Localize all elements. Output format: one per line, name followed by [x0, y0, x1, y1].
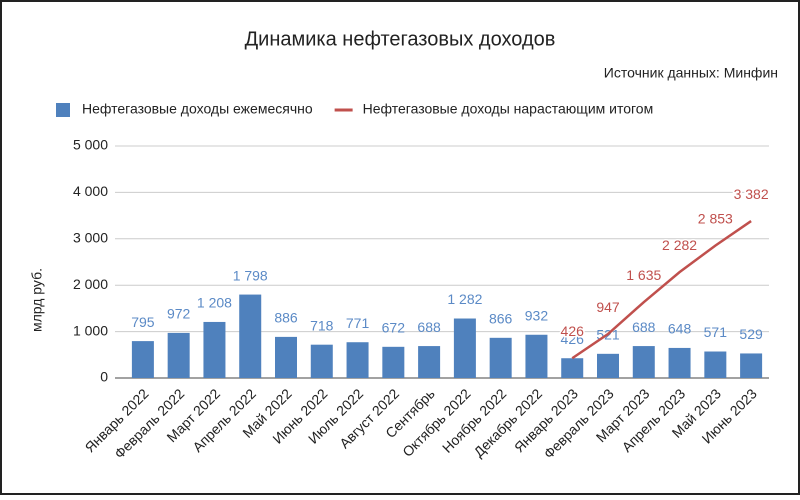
legend-swatch	[56, 103, 70, 117]
source: Источник данных: Минфин	[604, 65, 778, 81]
bar-value-label: 571	[704, 324, 728, 340]
bar-value-label: 688	[632, 319, 656, 335]
y-axis-label: млрд руб.	[29, 268, 45, 332]
bar-value-label: 795	[131, 314, 155, 330]
bar	[489, 337, 512, 378]
line	[571, 220, 752, 360]
legend-label: Нефтегазовые доходы нарастающим итогом	[363, 101, 654, 117]
bar	[239, 294, 262, 378]
y-tick-label: 1 000	[73, 322, 108, 338]
bar-value-label: 1 208	[197, 295, 232, 311]
bar-value-label: 1 798	[233, 267, 268, 283]
bar	[346, 342, 369, 378]
bar-value-label: 1 282	[447, 291, 482, 307]
bar-value-label: 718	[310, 317, 334, 333]
bar-value-label: 932	[525, 307, 549, 323]
bar	[740, 353, 763, 378]
y-tick-label: 4 000	[73, 183, 108, 199]
bar	[275, 336, 297, 378]
y-tick-label: 2 000	[73, 276, 108, 292]
bar-value-label: 688	[417, 319, 441, 335]
line-value-label: 2 853	[698, 210, 733, 226]
bar	[310, 344, 333, 378]
line-value-label: 2 282	[662, 237, 697, 253]
bar	[668, 347, 691, 378]
y-tick-label: 0	[100, 369, 108, 385]
y-tick-label: 3 000	[73, 230, 108, 246]
bar	[632, 346, 655, 378]
bar	[418, 346, 441, 378]
y-tick-label: 5 000	[73, 137, 108, 153]
line-value-label: 947	[596, 299, 620, 315]
bar	[525, 334, 548, 378]
bar	[167, 332, 190, 378]
bar	[704, 351, 727, 378]
bar-value-label: 866	[489, 311, 513, 327]
line-value-label: 426	[561, 323, 585, 339]
bar-value-label: 648	[668, 321, 692, 337]
bar	[453, 318, 476, 378]
bar-value-label: 771	[346, 315, 370, 331]
legend-label: Нефтегазовые доходы ежемесячно	[82, 101, 313, 117]
bar-value-label: 672	[382, 320, 406, 336]
bar-value-label: 972	[167, 306, 191, 322]
bar	[131, 341, 154, 378]
line-value-label: 3 382	[734, 186, 769, 202]
line-value-label: 1 635	[626, 267, 661, 283]
bar	[203, 321, 226, 378]
bar	[382, 346, 405, 378]
bar-value-label: 529	[739, 326, 763, 342]
chart-title: Динамика нефтегазовых доходов	[245, 28, 556, 50]
bar-value-label: 426	[561, 331, 585, 347]
bar	[597, 353, 619, 378]
bar-value-label: 886	[274, 310, 298, 326]
bar	[561, 358, 584, 378]
